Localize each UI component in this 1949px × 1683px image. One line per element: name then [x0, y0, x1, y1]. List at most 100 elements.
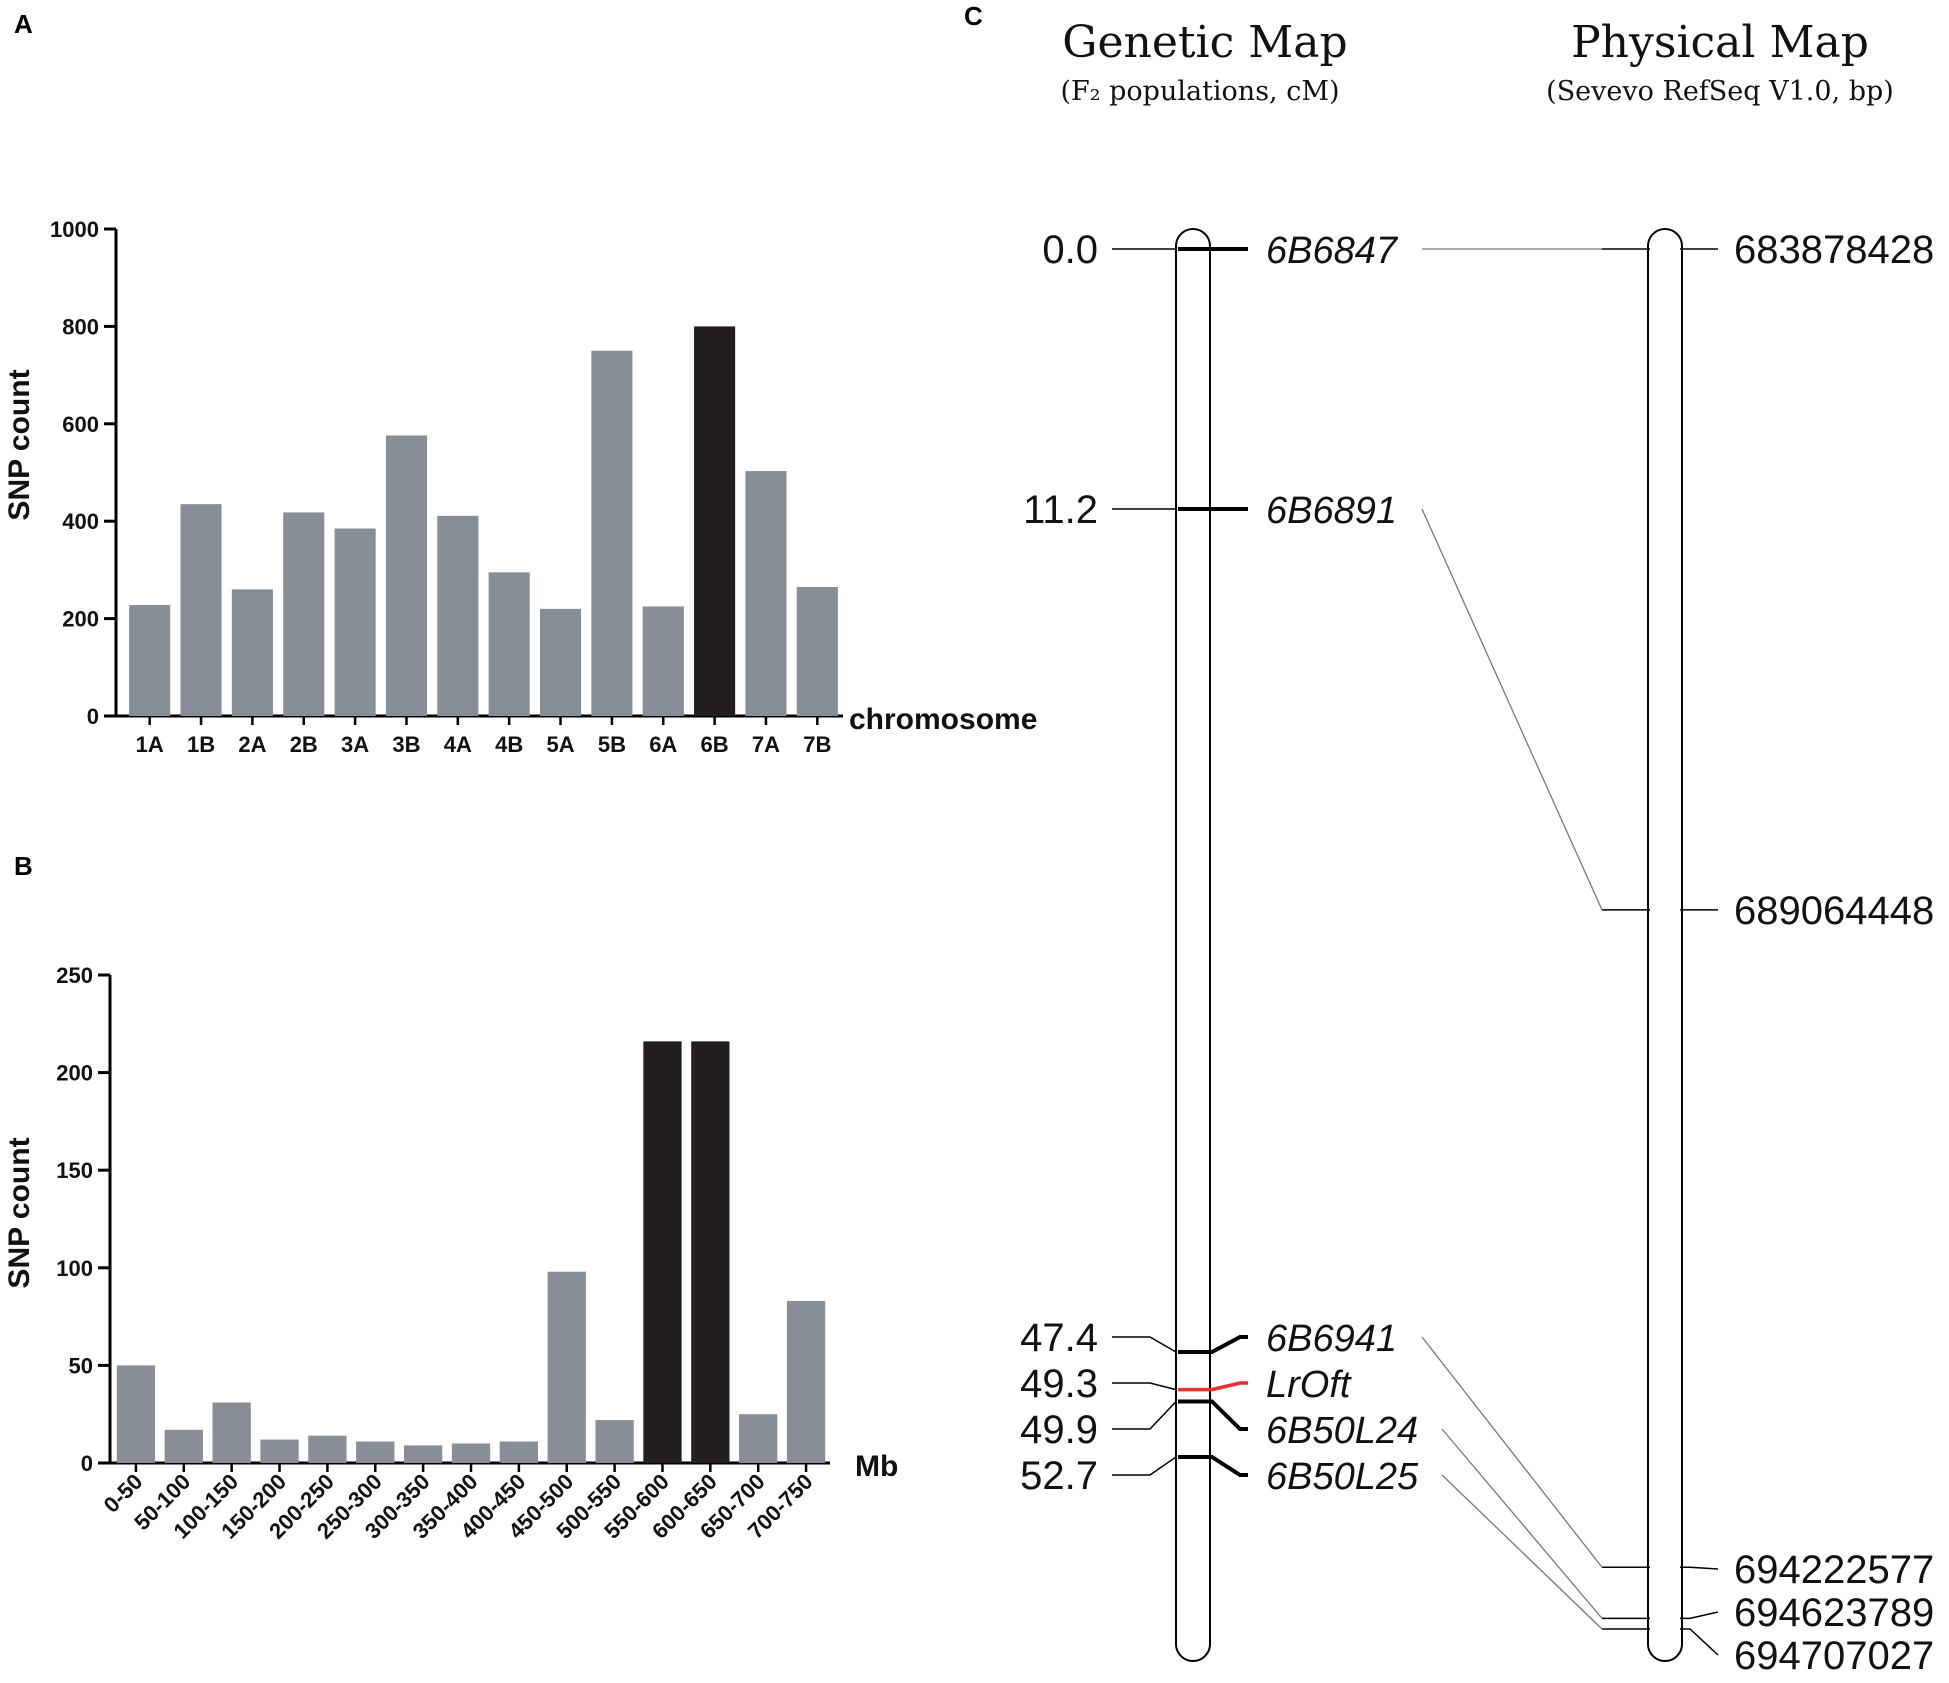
- bar-3A: [334, 528, 376, 716]
- genetic-left-connector: [1112, 1400, 1177, 1430]
- map-link-line: [1421, 508, 1603, 911]
- y-tick-label: 400: [62, 509, 99, 534]
- chart-a-xlabel: chromosome: [849, 703, 1037, 736]
- y-tick-label: 600: [62, 412, 99, 437]
- y-tick-label: 0: [81, 1451, 93, 1476]
- y-tick-label: 250: [56, 963, 93, 988]
- physical-pos-label: 694222577: [1734, 1548, 1934, 1592]
- genetic-pos-label: 49.9: [1020, 1408, 1098, 1452]
- genetic-left-connector: [1112, 1382, 1177, 1391]
- bar-7B: [796, 586, 838, 716]
- genetic-chromosome: [1175, 228, 1211, 1662]
- y-tick-label: 100: [56, 1256, 93, 1281]
- physical-right-connector: [1680, 1611, 1719, 1620]
- physical-right-connector: [1680, 1628, 1719, 1656]
- bar-50-100: [164, 1429, 203, 1463]
- bar-6B: [694, 326, 736, 716]
- genetic-pos-label: 49.3: [1020, 1362, 1098, 1406]
- bar-700-750: [786, 1300, 826, 1463]
- panel-label-b: B: [14, 851, 33, 881]
- x-tick-label: 5A: [546, 732, 574, 757]
- bar-450-500: [547, 1271, 586, 1463]
- genetic-marker-bar: [1178, 1399, 1248, 1431]
- x-tick-label: 2B: [290, 732, 318, 757]
- x-tick-label: 4A: [444, 732, 472, 757]
- bar-250-300: [356, 1441, 395, 1463]
- y-tick-label: 50: [69, 1353, 93, 1378]
- genetic-pos-label: 47.4: [1020, 1316, 1098, 1360]
- x-tick-label: 4B: [495, 732, 523, 757]
- genetic-marker-bar: [1178, 1454, 1248, 1477]
- chart-b-ylabel: SNP count: [3, 1137, 36, 1288]
- gene-label-highlight: LrOft: [1266, 1364, 1352, 1406]
- bar-150-200: [260, 1439, 299, 1463]
- x-tick-label: 3B: [392, 732, 420, 757]
- genetic-marker-label: 6B50L25: [1266, 1456, 1419, 1498]
- x-tick-label: 7B: [803, 732, 831, 757]
- x-tick-label: 1A: [136, 732, 164, 757]
- bar-100-150: [212, 1402, 251, 1463]
- bar-1B: [180, 504, 222, 716]
- bar-0-50: [116, 1365, 156, 1463]
- bar-3B: [385, 435, 428, 716]
- bar-5B: [591, 350, 633, 716]
- chart-b-xlabel: Mb: [855, 1450, 898, 1483]
- genetic-pos-label: 52.7: [1020, 1454, 1098, 1498]
- physical-map-title: Physical Map: [1571, 17, 1869, 68]
- x-tick-label: 6B: [701, 732, 729, 757]
- bar-5A: [539, 608, 582, 716]
- bar-4A: [437, 515, 479, 716]
- chart-a: SNP count chromosome 0 200 400 600 800 1000 1A…: [3, 217, 1037, 757]
- map-link-line: [1441, 1428, 1603, 1619]
- panel-label-c: C: [964, 1, 983, 31]
- x-tick-label: 2A: [238, 732, 266, 757]
- genetic-map-title: Genetic Map: [1062, 17, 1347, 68]
- bar-2B: [283, 512, 325, 716]
- chart-b: SNP count Mb 0501001502002500-5050-10010…: [3, 963, 898, 1544]
- genetic-marker-label: 6B50L24: [1266, 1410, 1418, 1452]
- bar-6A: [642, 606, 684, 716]
- physical-right-connector: [1680, 1566, 1719, 1570]
- chart-a-ylabel: SNP count: [3, 369, 36, 520]
- genetic-marker-label: 6B6941: [1266, 1318, 1397, 1360]
- physical-chromosome: [1647, 228, 1683, 1662]
- genetic-marker-label: 6B6891: [1266, 490, 1397, 532]
- y-tick-label: 200: [62, 607, 99, 632]
- genetic-marker-label: 6B6847: [1266, 230, 1399, 272]
- bar-2A: [231, 589, 273, 716]
- physical-pos-label: 689064448: [1734, 889, 1934, 933]
- bar-300-350: [403, 1445, 443, 1463]
- map-link-line: [1441, 1474, 1603, 1630]
- bar-1A: [129, 604, 171, 716]
- genetic-map-subtitle: (F₂ populations, cM): [1060, 76, 1339, 107]
- physical-pos-label: 694707027: [1734, 1634, 1934, 1678]
- linkage-map: Genetic Map (F₂ populations, cM) Physica…: [1020, 17, 1934, 1678]
- bar-650-700: [739, 1414, 778, 1463]
- y-tick-label: 800: [62, 314, 99, 339]
- bar-4B: [488, 572, 530, 716]
- bar-200-250: [308, 1435, 347, 1463]
- physical-pos-label: 683878428: [1734, 228, 1934, 272]
- bar-7A: [745, 471, 787, 716]
- y-tick-label: 1000: [50, 217, 99, 242]
- bar-600-650: [691, 1041, 730, 1463]
- bar-400-450: [499, 1441, 539, 1463]
- bar-500-550: [595, 1420, 634, 1463]
- y-tick-label: 150: [56, 1158, 93, 1183]
- y-tick-label: 0: [87, 704, 99, 729]
- x-tick-label: 3A: [341, 732, 369, 757]
- bar-350-400: [451, 1443, 491, 1463]
- genetic-marker-bar: [1178, 1335, 1248, 1354]
- y-tick-label: 200: [56, 1061, 93, 1086]
- x-tick-label: 1B: [187, 732, 215, 757]
- x-tick-label: 5B: [598, 732, 626, 757]
- genetic-marker-bar: [1178, 1381, 1248, 1392]
- physical-map-subtitle: (Sevevo RefSeq V1.0, bp): [1546, 76, 1894, 107]
- x-tick-label: 7A: [752, 732, 780, 757]
- map-link-line: [1421, 1336, 1603, 1568]
- bar-550-600: [643, 1041, 682, 1463]
- physical-pos-label: 694623789: [1734, 1591, 1934, 1635]
- panel-label-a: A: [14, 9, 33, 39]
- genetic-pos-label: 0.0: [1042, 228, 1098, 272]
